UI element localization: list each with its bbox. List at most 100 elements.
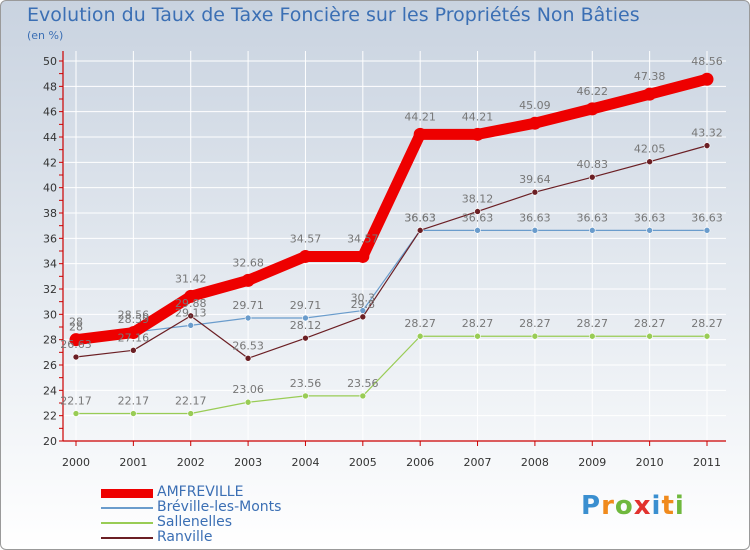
data-point [703,227,711,234]
data-label: 28.59 [118,313,150,326]
legend-swatch [101,507,153,509]
data-point [187,312,195,320]
data-label: 36.63 [462,211,494,224]
legend-label: Sallenelles [157,514,233,530]
data-point [474,332,481,340]
data-point [703,142,711,149]
x-tick-label: 2002 [177,456,205,469]
y-tick-label: 20 [43,435,57,448]
legend-swatch [101,537,153,539]
data-point [531,332,539,340]
data-label: 32.68 [232,256,264,269]
x-tick-label: 2008 [521,456,549,469]
x-tick-label: 2000 [62,456,90,469]
data-point [700,72,714,86]
data-point [413,127,427,141]
logo-letter: r [601,491,615,521]
data-point [643,87,657,101]
data-label: 28 [69,316,83,329]
x-tick-label: 2011 [693,456,721,469]
data-label: 28.56 [118,309,150,322]
data-label: 28 [69,321,83,334]
logo-letter: i [674,491,685,521]
data-label: 27.16 [118,331,150,344]
data-point [69,333,83,347]
x-tick-label: 2010 [636,456,664,469]
data-label: 46.22 [577,85,609,98]
data-point [646,332,653,340]
y-tick-label: 24 [43,384,57,397]
y-tick-label: 36 [43,232,57,245]
logo-letter: x [633,491,652,521]
data-point [531,188,539,196]
proxiti-logo: Proxiti [581,491,685,521]
y-tick-label: 48 [43,80,57,93]
series-line [70,73,713,346]
data-point [359,313,367,321]
data-label: 28.27 [577,317,609,330]
data-point [72,353,80,361]
chart-title: Evolution du Taux de Taxe Foncière sur l… [27,4,640,26]
data-label: 44.21 [404,110,436,123]
data-label: 45.09 [519,99,551,112]
data-label: 28.27 [519,317,551,330]
y-tick-label: 42 [43,156,57,169]
data-label: 28.27 [404,317,436,330]
data-label: 26.63 [60,338,92,351]
data-point [356,249,370,263]
data-point [302,314,309,322]
data-label: 29.71 [232,299,264,312]
series-line [75,229,708,341]
data-label: 23.06 [232,383,264,396]
data-label: 34.57 [290,232,322,245]
y-tick-label: 34 [43,258,57,271]
x-tick-label: 2009 [578,456,606,469]
data-point [187,410,195,417]
data-label: 29.13 [175,306,207,319]
data-label: 29.8 [351,298,376,311]
x-tick-label: 2004 [291,456,319,469]
logo-letter: t [661,491,675,521]
data-point [703,332,711,340]
data-label: 36.63 [519,211,551,224]
y-tick-label: 40 [43,182,57,195]
data-point [646,158,653,165]
y-tick-label: 46 [43,106,57,119]
data-point [585,102,599,116]
x-tick-label: 2006 [406,456,434,469]
data-point [416,332,424,340]
data-point [474,227,481,234]
data-label: 23.56 [290,377,322,390]
legend-label: Bréville-les-Monts [157,499,282,515]
data-label: 36.63 [577,211,609,224]
data-label: 40.83 [577,158,609,171]
data-point [531,227,539,234]
data-point [359,307,367,314]
series-line [75,335,708,415]
y-tick-label: 50 [43,55,57,68]
series-line [75,145,708,359]
legend-label: Ranville [157,529,213,545]
x-tick-label: 2007 [464,456,492,469]
data-label: 31.42 [175,272,207,285]
data-point [244,314,252,322]
data-label: 29.71 [290,299,322,312]
data-label: 36.63 [691,211,723,224]
chart-unit-label: (en %) [27,29,64,42]
data-label: 36.63 [634,211,666,224]
data-point [471,127,485,141]
data-point [241,273,255,287]
data-point [130,347,137,354]
logo-letter: o [614,491,634,521]
data-label: 23.56 [347,377,379,390]
data-point [416,227,424,234]
x-tick-label: 2005 [349,456,377,469]
legend-label: AMFREVILLE [157,484,244,500]
logo-letter: P [581,491,602,521]
data-point [298,249,312,263]
data-label: 48.56 [691,55,723,68]
data-label: 22.17 [175,395,207,408]
data-label: 42.05 [634,143,666,156]
data-label: 26.53 [232,339,264,352]
